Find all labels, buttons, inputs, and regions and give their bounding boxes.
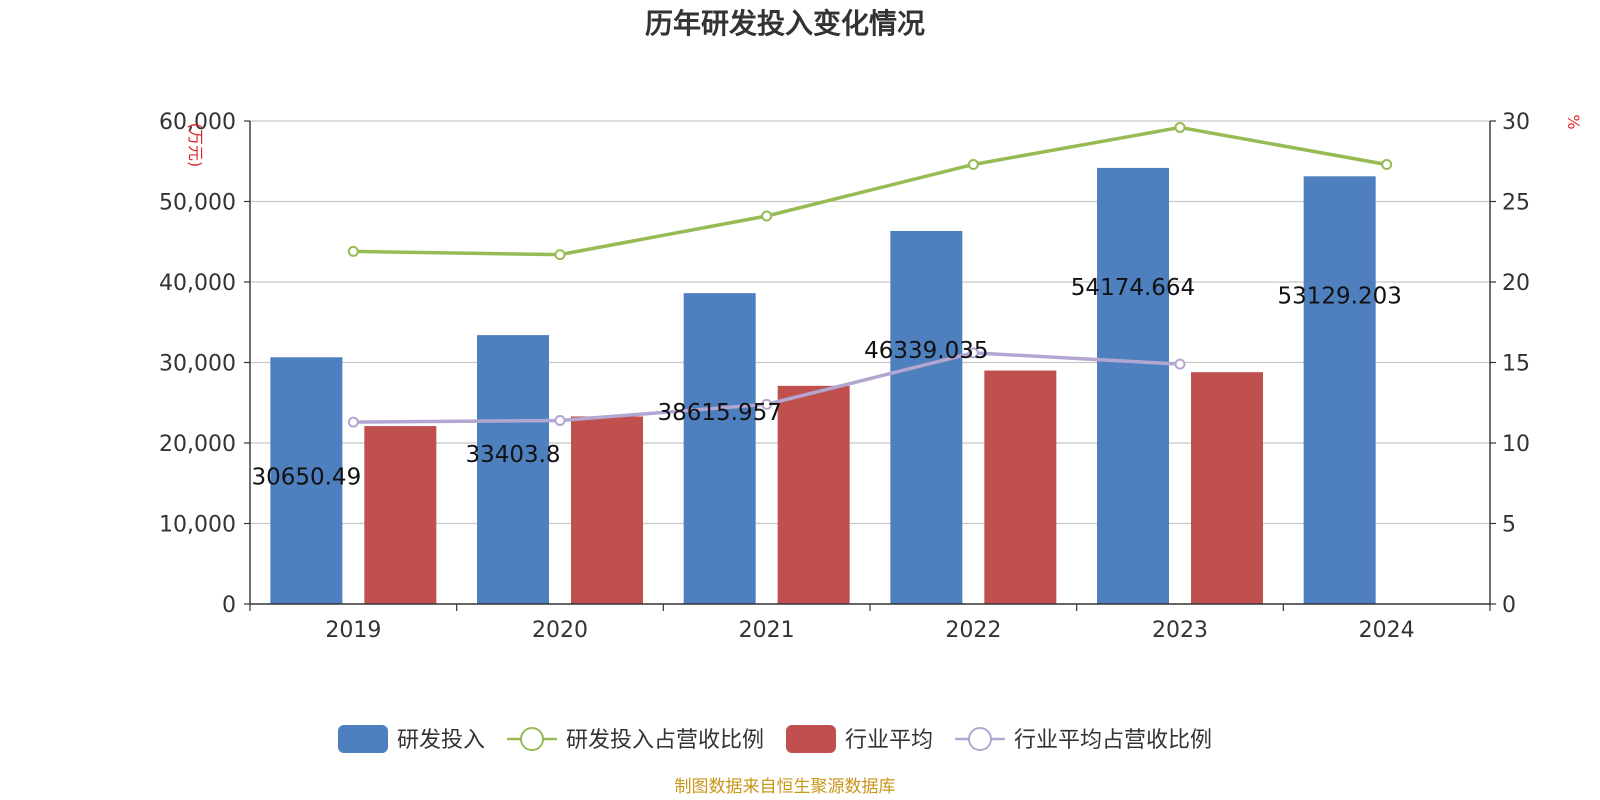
rd-investment-bar: [270, 357, 343, 604]
rd-investment-data-label: 46339.035: [864, 338, 988, 364]
rd-ratio-point: [1381, 158, 1393, 170]
x-axis-tick-label: 2022: [945, 618, 1001, 643]
rd-investment-bar: [890, 230, 963, 604]
rd-investment-data-label: 38615.957: [657, 400, 781, 426]
right-axis-tick-label: 10: [1502, 432, 1530, 457]
left-axis-tick-label: 60,000: [159, 110, 236, 135]
rd-investment-data-label: 30650.49: [251, 464, 361, 490]
industry-average-bar: [777, 385, 850, 604]
legend-item: 研发投入占营收比例: [507, 727, 764, 753]
legend-item: 行业平均: [786, 725, 933, 753]
left-axis-tick-label: 0: [222, 593, 236, 618]
legend-swatch-marker: [968, 727, 992, 751]
legend-item: 行业平均占营收比例: [955, 727, 1212, 753]
rd-investment-bar: [1303, 176, 1376, 604]
right-axis-unit: %: [1564, 114, 1583, 129]
rd-ratio-line: [353, 125, 1387, 257]
industry-average-bar: [364, 426, 437, 604]
left-axis-tick-label: 30,000: [159, 352, 236, 377]
right-axis-tick-label: 15: [1502, 352, 1530, 377]
x-axis-tick-label: 2021: [739, 618, 795, 643]
legend-label: 行业平均: [845, 728, 933, 753]
left-axis-tick-label: 20,000: [159, 432, 236, 457]
x-axis-tick-label: 2020: [532, 618, 588, 643]
right-axis-tick-label: 5: [1502, 513, 1516, 538]
left-axis-unit: (万元): [186, 123, 205, 168]
industry-average-bar: [1191, 372, 1263, 604]
industry-ratio-point: [761, 398, 773, 410]
legend-swatch-bar: [338, 725, 388, 753]
right-axis-tick-label: 0: [1502, 593, 1516, 618]
right-axis-tick-label: 25: [1502, 191, 1530, 216]
x-axis-tick-label: 2024: [1359, 618, 1415, 643]
industry-ratio-point: [554, 414, 566, 426]
source-note: 制图数据来自恒生聚源数据库: [675, 777, 896, 797]
grid-lines: [250, 120, 1490, 525]
industry-average-bar: [571, 416, 643, 604]
chart-title: 历年研发投入变化情况: [645, 7, 925, 40]
rd-investment-bar: [1097, 167, 1169, 604]
industry-ratio-point: [347, 416, 359, 428]
legend-item: 研发投入: [338, 725, 485, 753]
legend-label: 研发投入占营收比例: [566, 728, 764, 753]
right-axis-tick-label: 30: [1502, 110, 1530, 135]
rd-ratio-point: [761, 210, 773, 222]
x-axis-tick-label: 2023: [1152, 618, 1208, 643]
industry-ratio-point: [1174, 358, 1186, 370]
rd-investment-bar: [477, 335, 549, 604]
bars: [270, 167, 1376, 604]
rd-ratio-point: [554, 249, 566, 261]
legend-swatch-bar: [786, 725, 836, 753]
left-axis-tick-label: 10,000: [159, 513, 236, 538]
rd-ratio-point: [347, 245, 359, 257]
industry-ratio-point: [967, 347, 979, 359]
legend-label: 研发投入: [397, 728, 485, 753]
rd-investment-data-label: 33403.8: [465, 442, 560, 468]
rd-ratio-point: [967, 158, 979, 170]
rd-ratio-point: [1174, 121, 1186, 133]
data-labels: 30650.49 33403.8 38615.957 46339.035 54174.6…: [251, 275, 1401, 490]
legend-swatch-marker: [520, 727, 544, 751]
legend-label: 行业平均占营收比例: [1014, 728, 1212, 753]
rd-investment-data-label: 54174.664: [1071, 275, 1195, 301]
lines: [347, 121, 1393, 428]
legend: 研发投入 研发投入占营收比例 行业平均 行业平均占营收比例: [338, 725, 1212, 753]
industry-average-bar: [984, 370, 1057, 604]
left-axis-tick-label: 50,000: [159, 191, 236, 216]
right-axis-tick-label: 20: [1502, 271, 1530, 296]
axes: 0 10,000 20,000 30,000 40,000 50,000 60,000 0 5 1…: [159, 110, 1530, 643]
rd-investment-bar: [683, 293, 756, 604]
left-axis-tick-label: 40,000: [159, 271, 236, 296]
x-axis-tick-label: 2019: [325, 618, 381, 643]
rd-investment-data-label: 53129.203: [1277, 283, 1401, 309]
